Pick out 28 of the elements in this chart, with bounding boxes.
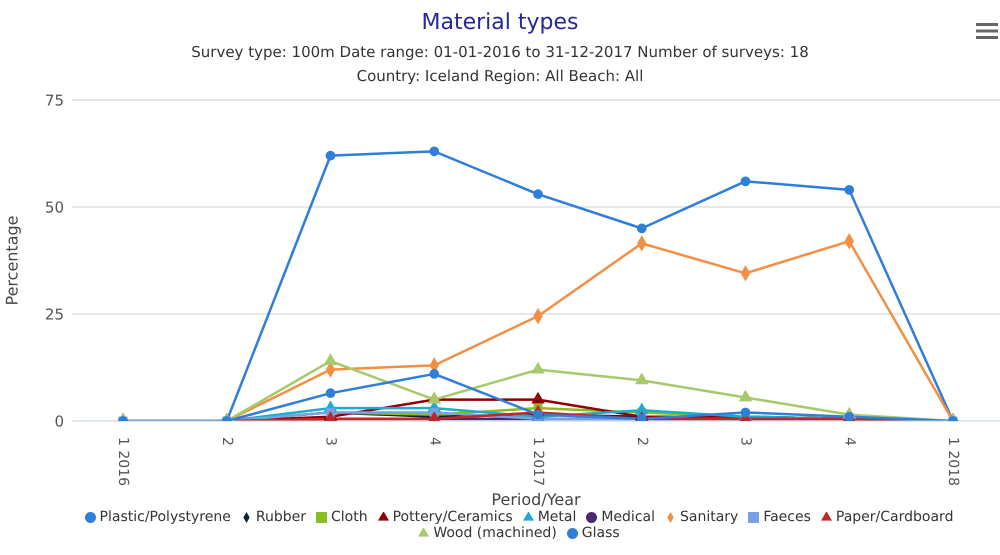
y-tick-label: 0 — [54, 412, 64, 430]
x-tick-label: 4 — [841, 437, 858, 446]
y-tick-label: 75 — [44, 91, 64, 110]
legend-label: Faeces — [763, 509, 811, 525]
chart-title: Material types — [420, 10, 580, 37]
legend-label: Metal — [538, 509, 576, 525]
legend-label: Medical — [601, 509, 655, 525]
y-tick-label: 25 — [44, 305, 64, 324]
legend-label: Pottery/Ceramics — [392, 509, 513, 525]
x-tick-label: 4 — [426, 437, 442, 446]
legend-label: Plastic/Polystyrene — [100, 509, 231, 525]
legend-label: Rubber — [256, 509, 306, 525]
x-tick-label: 2 — [218, 437, 235, 446]
legend-label: Sanitary — [680, 509, 738, 525]
legend-label: Glass — [582, 525, 620, 541]
legend-label: Paper/Cardboard — [836, 509, 954, 525]
x-axis-title: Period/Year — [491, 490, 581, 509]
x-tick-label: 2 — [634, 437, 650, 446]
x-tick-label: 3 — [322, 437, 338, 446]
x-tick-label: 1 2017 — [530, 437, 546, 486]
y-tick-label: 50 — [44, 198, 64, 216]
x-tick-label: 1 2018 — [945, 437, 961, 486]
legend-label: Cloth — [330, 509, 368, 525]
chart-subtitle: Survey type: 100m Date range: 01-01-2016 to 31-12-2017 Number of surveys: 18 Country: Iceland Region: All Beach: All — [190, 42, 810, 87]
y-axis-title: Percentage — [2, 215, 22, 306]
x-tick-label: 1 2016 — [115, 437, 131, 486]
x-tick-label: 3 — [738, 437, 754, 446]
legend-label: Wood (machined) — [433, 525, 557, 541]
